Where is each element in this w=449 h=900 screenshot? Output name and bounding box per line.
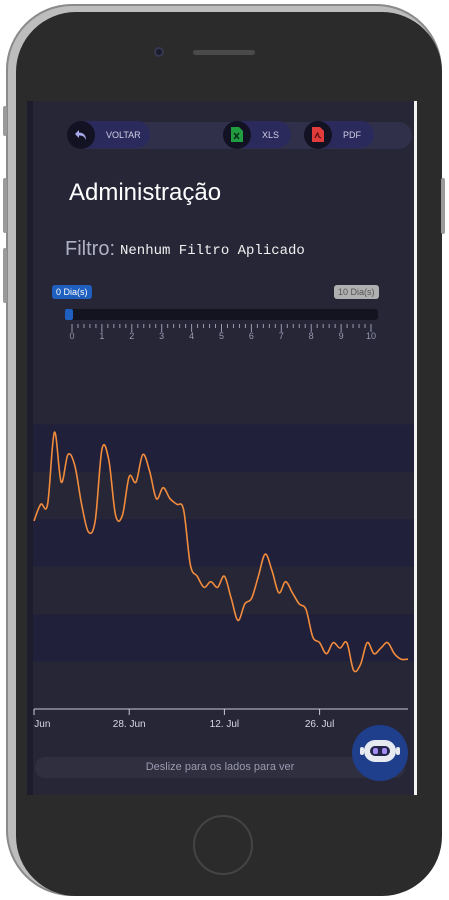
- slider-tick-label: 4: [189, 331, 195, 341]
- back-arrow-icon: [67, 120, 95, 149]
- filter-label: Filtro:: [65, 238, 115, 260]
- chart-series-line: [33, 431, 409, 673]
- home-button[interactable]: [193, 815, 253, 875]
- screen-bezel-right: [414, 101, 417, 795]
- export-pdf-label: PDF: [343, 129, 361, 140]
- chart-grid-band: [27, 519, 417, 567]
- swipe-hint: Deslize para os lados para ver: [35, 757, 405, 778]
- excel-file-icon: [223, 120, 251, 149]
- export-xls-label: XLS: [262, 129, 280, 140]
- slider-min-badge: 0 Dia(s): [52, 285, 92, 299]
- export-xls-button[interactable]: XLS: [223, 120, 291, 149]
- chart-grid-band: [27, 377, 417, 425]
- chart-grid-band: [27, 471, 417, 520]
- app-screen: VOLTAR XLS PDF Administração Filtro: Nen…: [27, 101, 417, 795]
- slider-tick-label: 10: [365, 331, 377, 341]
- chart-x-tick-label: 14. Jun: [27, 719, 50, 730]
- slider-tick-label: 5: [218, 331, 225, 341]
- chart-grid-band: [27, 614, 417, 662]
- chart-grid-band: [27, 566, 417, 615]
- line-chart: 14. Jun 28. Jun 12. Jul 26. Jul: [27, 377, 417, 730]
- power-button: [441, 178, 445, 234]
- page-title: Administração: [69, 179, 222, 206]
- filter-value: Nenhum Filtro Aplicado: [120, 243, 305, 259]
- days-slider-handle[interactable]: [65, 309, 73, 320]
- slider-tick-label: 0: [69, 331, 75, 341]
- mute-switch: [3, 106, 7, 136]
- chart-grid-band: [27, 424, 417, 472]
- slider-tick-label: 3: [159, 331, 165, 341]
- screen-bezel-left: [27, 101, 33, 795]
- earpiece-speaker: [193, 50, 255, 55]
- slider-tick-label: 1: [99, 331, 105, 341]
- back-button[interactable]: VOLTAR: [67, 120, 150, 149]
- slider-tick-label: 6: [248, 331, 254, 341]
- pdf-file-icon: [304, 120, 332, 149]
- chart-x-tick-label: 12. Jul: [210, 719, 239, 730]
- chart-grid-band: [27, 661, 417, 709]
- slider-tick-label: 7: [278, 331, 284, 341]
- chatbot-button[interactable]: [352, 725, 408, 781]
- front-camera: [154, 47, 164, 57]
- chart-x-tick-label: 28. Jun: [113, 719, 146, 730]
- slider-tick-label: 2: [129, 331, 135, 341]
- volume-down-button: [3, 248, 7, 303]
- volume-up-button: [3, 178, 7, 233]
- back-button-label: VOLTAR: [106, 129, 141, 140]
- slider-ticks: 0 1 2 3 4 5 6 7 8 9 10: [27, 321, 417, 345]
- export-pdf-button[interactable]: PDF: [304, 120, 374, 149]
- slider-max-badge: 10 Dia(s): [334, 285, 379, 299]
- slider-tick-label: 8: [308, 331, 314, 341]
- robot-assistant-icon: [360, 738, 400, 769]
- chart-x-tick-label: 26. Jul: [305, 719, 334, 730]
- slider-tick-label: 9: [338, 331, 344, 341]
- days-slider-track[interactable]: [65, 309, 378, 320]
